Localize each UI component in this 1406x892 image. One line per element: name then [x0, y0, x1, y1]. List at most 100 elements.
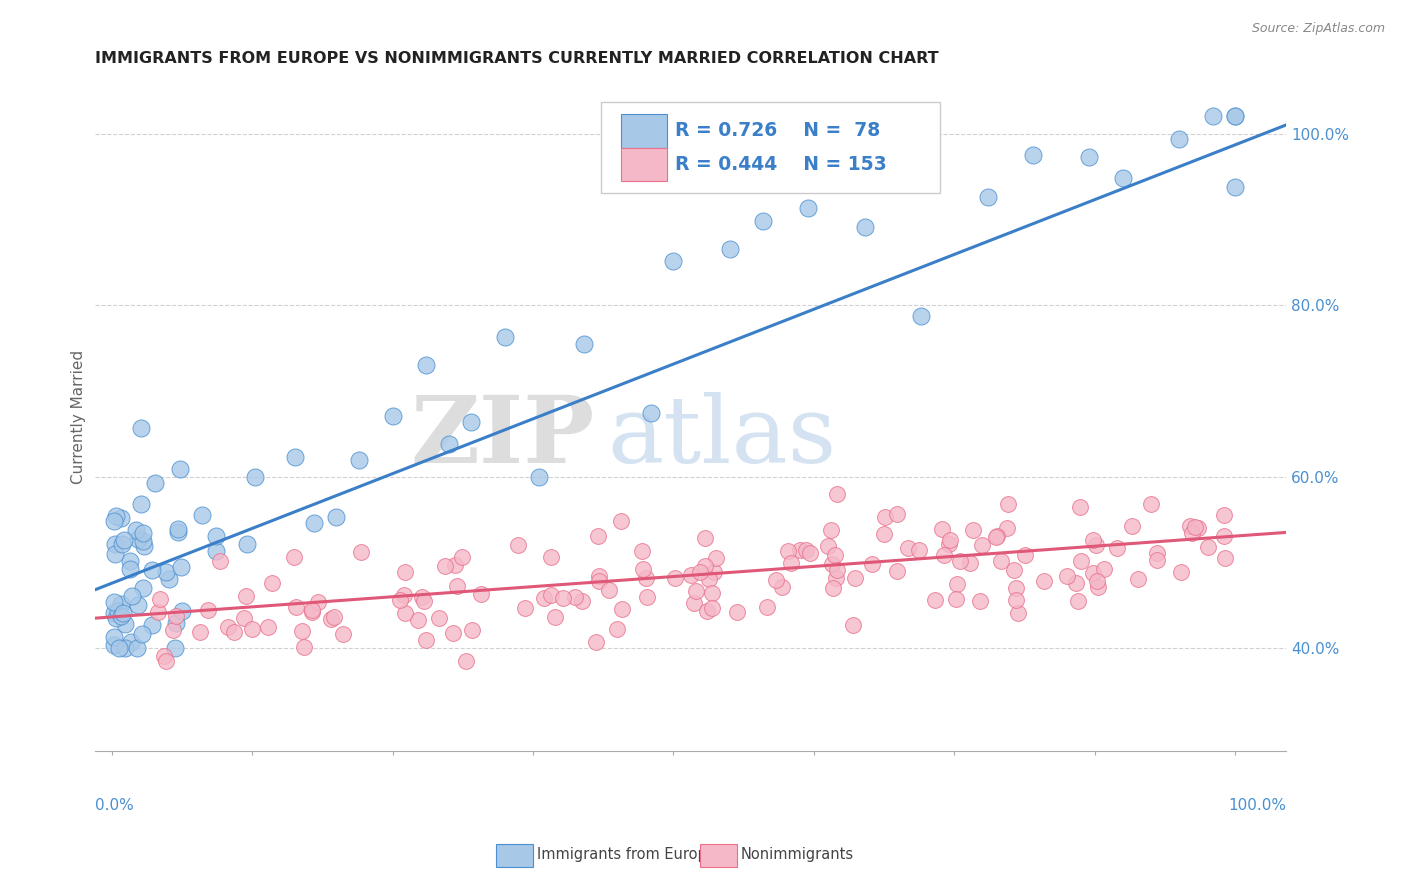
Point [141, 563, 163, 577]
Point [799, 546, 821, 560]
Point [470, 587, 492, 601]
FancyBboxPatch shape [621, 148, 666, 181]
Point [301, 605, 323, 619]
Point [256, 620, 278, 634]
Point [910, 309, 932, 323]
Point [411, 591, 433, 605]
Point [157, 572, 180, 586]
Point [527, 470, 550, 484]
Point [292, 640, 315, 655]
Point [325, 510, 347, 524]
Point [120, 634, 142, 648]
Point [134, 539, 156, 553]
Point [146, 605, 169, 619]
Point [897, 541, 920, 555]
Point [821, 557, 844, 571]
Point [163, 641, 186, 656]
Point [824, 548, 846, 562]
FancyBboxPatch shape [621, 114, 666, 148]
Point [513, 601, 536, 615]
Point [718, 242, 741, 256]
Point [1069, 500, 1091, 515]
Point [779, 557, 801, 571]
Text: ZIP: ZIP [411, 392, 595, 482]
Point [125, 523, 148, 537]
Point [132, 534, 155, 549]
Point [149, 592, 172, 607]
Text: R = 0.726    N =  78: R = 0.726 N = 78 [675, 121, 880, 140]
Point [610, 514, 633, 528]
Point [1022, 147, 1045, 161]
Point [553, 591, 575, 606]
Point [1092, 562, 1115, 576]
Point [700, 600, 723, 615]
Point [162, 623, 184, 637]
Point [1087, 580, 1109, 594]
Point [685, 583, 707, 598]
Point [332, 627, 354, 641]
Point [125, 641, 148, 656]
Point [908, 543, 931, 558]
Point [817, 539, 839, 553]
Point [388, 593, 411, 607]
Point [461, 623, 484, 637]
Point [232, 611, 254, 625]
Point [990, 554, 1012, 568]
Point [693, 531, 716, 545]
Point [1107, 541, 1129, 556]
Point [696, 603, 718, 617]
Point [107, 641, 129, 656]
Text: R = 0.444    N = 153: R = 0.444 N = 153 [675, 155, 887, 174]
Point [997, 497, 1019, 511]
Point [679, 568, 702, 582]
Point [959, 557, 981, 571]
Point [508, 538, 530, 552]
Point [107, 603, 129, 617]
Point [886, 564, 908, 578]
Point [1170, 565, 1192, 579]
Point [155, 565, 177, 579]
Point [129, 497, 152, 511]
Point [841, 618, 863, 632]
Point [120, 561, 142, 575]
Point [970, 538, 993, 552]
Point [1070, 554, 1092, 568]
Point [585, 634, 607, 648]
Point [586, 528, 609, 542]
Point [110, 608, 132, 623]
Y-axis label: Currently Married: Currently Married [72, 350, 86, 483]
Point [1168, 132, 1191, 146]
Point [165, 609, 187, 624]
Point [794, 542, 817, 557]
Point [752, 214, 775, 228]
Point [789, 542, 811, 557]
Point [640, 406, 662, 420]
Point [110, 597, 132, 611]
Point [104, 537, 127, 551]
Point [1225, 179, 1247, 194]
Point [564, 590, 586, 604]
Point [204, 543, 226, 558]
Point [662, 253, 685, 268]
Point [104, 547, 127, 561]
Point [208, 554, 231, 568]
Point [103, 594, 125, 608]
Point [166, 525, 188, 540]
Point [415, 633, 437, 648]
Text: 100.0%: 100.0% [1227, 798, 1286, 814]
Point [145, 475, 167, 490]
Point [236, 537, 259, 551]
Point [1213, 550, 1236, 565]
Text: 0.0%: 0.0% [94, 798, 134, 814]
Point [103, 515, 125, 529]
Point [141, 617, 163, 632]
Point [413, 594, 436, 608]
Text: atlas: atlas [607, 392, 837, 482]
Point [1081, 533, 1104, 548]
Point [381, 409, 404, 424]
Point [347, 453, 370, 467]
Point [415, 358, 437, 372]
Point [127, 533, 149, 547]
Point [166, 615, 188, 630]
Point [689, 565, 711, 579]
